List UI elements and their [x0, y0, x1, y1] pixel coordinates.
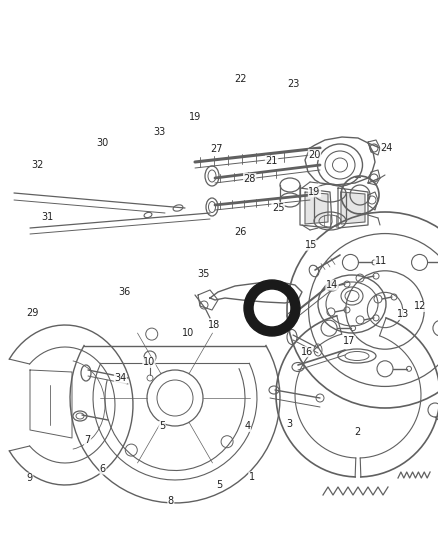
- Text: 21: 21: [265, 156, 278, 166]
- Text: 18: 18: [208, 320, 220, 330]
- Text: 19: 19: [308, 187, 321, 197]
- Text: 2: 2: [354, 427, 360, 437]
- Text: 22: 22: [234, 74, 246, 84]
- Text: 10: 10: [143, 358, 155, 367]
- Text: 25: 25: [272, 203, 284, 213]
- Text: 6: 6: [100, 464, 106, 474]
- Text: 14: 14: [326, 280, 338, 290]
- Text: 17: 17: [343, 336, 355, 346]
- Text: 11: 11: [375, 256, 387, 266]
- Text: 30: 30: [97, 138, 109, 148]
- Wedge shape: [244, 280, 300, 336]
- Text: 32: 32: [31, 160, 43, 170]
- Text: 7: 7: [85, 435, 91, 445]
- Text: 26: 26: [234, 227, 246, 237]
- Text: 5: 5: [216, 480, 222, 490]
- Text: 1: 1: [249, 472, 255, 482]
- Text: 33: 33: [153, 127, 165, 137]
- Polygon shape: [341, 192, 365, 224]
- Text: 8: 8: [168, 496, 174, 506]
- Text: 23: 23: [287, 79, 300, 89]
- Text: 9: 9: [27, 473, 33, 483]
- Text: 24: 24: [381, 143, 393, 153]
- Text: 27: 27: [211, 144, 223, 154]
- Text: 29: 29: [27, 308, 39, 318]
- Text: 13: 13: [397, 310, 409, 319]
- Text: 28: 28: [244, 174, 256, 183]
- Text: 16: 16: [300, 347, 313, 357]
- Text: 31: 31: [41, 213, 53, 222]
- Text: 19: 19: [189, 112, 201, 122]
- Text: 5: 5: [159, 422, 165, 431]
- Text: 3: 3: [286, 419, 292, 429]
- Text: 15: 15: [305, 240, 317, 250]
- Text: 4: 4: [244, 422, 251, 431]
- Text: 10: 10: [182, 328, 194, 338]
- Text: 12: 12: [414, 302, 427, 311]
- Polygon shape: [305, 192, 328, 224]
- Text: 35: 35: [198, 270, 210, 279]
- Text: 20: 20: [308, 150, 321, 159]
- Text: 34: 34: [114, 374, 127, 383]
- Text: 36: 36: [119, 287, 131, 297]
